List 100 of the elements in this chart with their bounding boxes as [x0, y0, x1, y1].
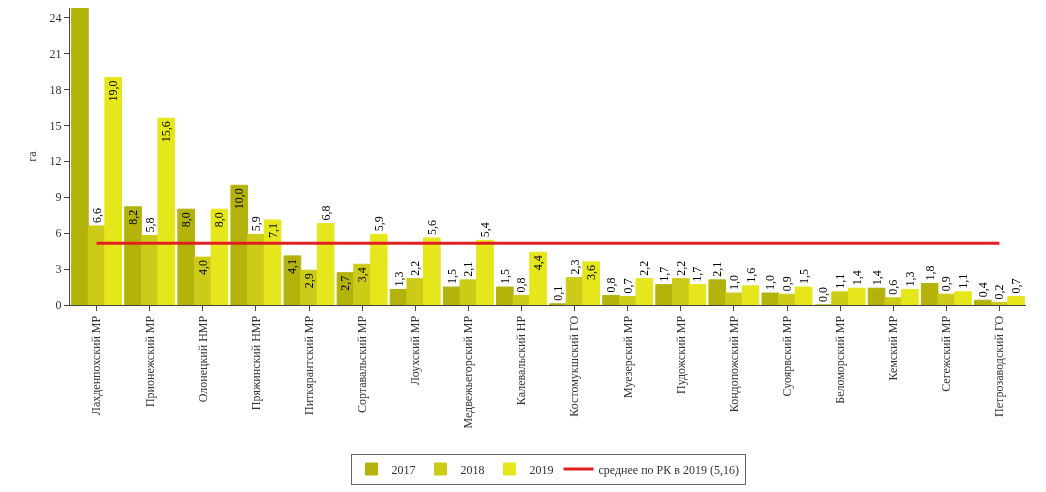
- bar: [937, 293, 956, 305]
- x-tick-label: Медвежьегорский МР: [461, 315, 476, 429]
- data-label: 1,3: [902, 271, 917, 287]
- bar: [602, 294, 620, 305]
- y-tick-label: 0: [55, 298, 62, 313]
- bar: [210, 208, 229, 305]
- data-label: 5,9: [248, 216, 263, 232]
- bar: [884, 297, 903, 305]
- bar: [618, 296, 637, 305]
- legend-label: 2017: [391, 462, 416, 477]
- data-label: 4,1: [285, 258, 300, 274]
- bar: [316, 223, 335, 305]
- y-tick-label: 9: [55, 190, 62, 205]
- bar: [423, 237, 441, 305]
- data-label: 5,6: [424, 219, 439, 235]
- bar: [688, 284, 707, 305]
- bar: [778, 293, 796, 305]
- x-tick-label: Кондопожский МР: [726, 315, 741, 413]
- x-tick-label: Кемский МР: [886, 315, 901, 381]
- bar: [406, 278, 425, 305]
- data-label: 0,1: [550, 285, 565, 301]
- y-tick-label: 15: [49, 118, 62, 133]
- data-label: 8,2: [126, 209, 141, 225]
- data-label: 0,6: [886, 279, 901, 295]
- data-label: 1,0: [726, 275, 741, 291]
- data-label: 0,0: [816, 287, 831, 302]
- data-label: 1,3: [391, 271, 406, 287]
- bar: [920, 282, 939, 305]
- data-label: 1,5: [497, 269, 512, 285]
- x-tick-label: Пряжинский НМР: [248, 315, 263, 411]
- bar: [794, 286, 813, 305]
- x-tick-label: Сегежский МР: [939, 315, 954, 392]
- x-tick-label: Беломорский МР: [833, 315, 848, 404]
- bar: [973, 299, 992, 305]
- data-label: 19,0: [106, 80, 121, 102]
- data-label: 1,1: [955, 273, 970, 289]
- y-tick-label: 18: [49, 82, 62, 97]
- data-label: 7,1: [265, 222, 280, 238]
- bar: [635, 278, 654, 305]
- data-label: 1,7: [657, 266, 672, 282]
- x-tick-label: Пудожский МР: [673, 315, 688, 394]
- data-label: 8,0: [179, 212, 194, 228]
- y-tick-label: 3: [55, 262, 62, 277]
- data-label: 1,8: [922, 265, 937, 281]
- y-tick-label: 12: [49, 154, 62, 169]
- bar: [442, 286, 461, 305]
- bar: [124, 206, 142, 305]
- data-label: 1,5: [444, 269, 459, 285]
- x-tick-label: Суоярвский МР: [779, 315, 794, 397]
- data-label: 2,3: [567, 259, 582, 275]
- bar: [369, 233, 388, 305]
- bar: [725, 292, 743, 305]
- bar: [495, 286, 514, 305]
- x-tick-label: Питкярантский МР: [301, 315, 316, 415]
- bar: [582, 261, 601, 305]
- bar: [263, 219, 282, 305]
- x-tick-label: Прионежский МР: [142, 315, 157, 408]
- legend-label: 2018: [460, 462, 485, 477]
- bar: [459, 279, 478, 305]
- bar: [708, 279, 727, 305]
- bar: [831, 291, 849, 305]
- data-label: 4,0: [195, 260, 210, 276]
- x-tick-label: Муезерский МР: [620, 315, 635, 398]
- data-label: 8,0: [212, 212, 227, 228]
- data-label: 6,6: [89, 207, 104, 223]
- bar: [671, 278, 690, 305]
- data-label: 2,1: [461, 261, 476, 277]
- data-label: 1,0: [763, 275, 778, 291]
- x-tick-label: Костомукшский ГО: [567, 315, 582, 417]
- x-tick-label: Лахденпохский МР: [89, 315, 104, 416]
- x-tick-label: Сортавальский МР: [355, 315, 370, 414]
- data-label: 6,8: [318, 205, 333, 221]
- bar: [847, 287, 866, 305]
- bar: [230, 184, 249, 305]
- data-label: 1,4: [869, 270, 884, 286]
- bar: [1007, 296, 1025, 305]
- data-label: 2,2: [673, 260, 688, 276]
- bar: [867, 287, 886, 305]
- x-tick-label: Петрозаводский ГО: [992, 315, 1007, 417]
- data-label: 4,4: [531, 255, 546, 271]
- data-label: 2,2: [637, 260, 652, 276]
- legend-label: 2019: [529, 462, 554, 477]
- y-axis-title: га: [25, 150, 39, 162]
- data-label: 2,2: [408, 260, 423, 276]
- legend-label: среднее по РК в 2019 (5,16): [598, 462, 739, 477]
- data-label: 0,9: [939, 276, 954, 292]
- bar: [512, 294, 531, 305]
- y-tick-label: 24: [49, 10, 62, 25]
- bar: [87, 225, 106, 305]
- x-tick-label: Лоухский МР: [408, 315, 423, 386]
- data-label: 0,9: [780, 276, 794, 292]
- data-label: 3,6: [584, 264, 599, 280]
- data-label: 2,7: [338, 275, 353, 291]
- bar: [247, 233, 265, 305]
- data-label: 5,4: [477, 222, 492, 238]
- data-label: 1,1: [833, 273, 848, 289]
- data-label: 5,8: [142, 217, 157, 233]
- y-tick-label: 21: [49, 46, 62, 61]
- data-label: 1,6: [743, 267, 758, 283]
- bar: [954, 291, 972, 305]
